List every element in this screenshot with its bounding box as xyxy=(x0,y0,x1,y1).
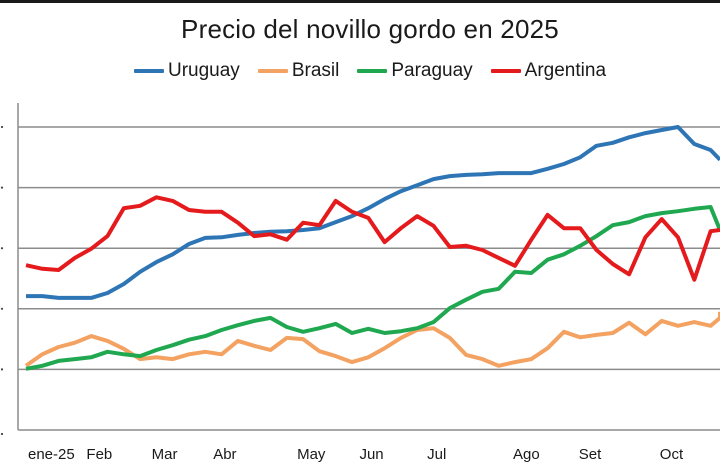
y-tick-label-fragment xyxy=(0,432,4,436)
x-tick-label: Abr xyxy=(213,446,236,463)
x-tick-label: Set xyxy=(579,446,602,463)
series-brasil xyxy=(24,311,720,368)
series-line-uruguay xyxy=(26,125,720,300)
chart-title: Precio del novillo gordo en 2025 xyxy=(181,14,559,44)
legend-label: Paraguay xyxy=(391,60,473,81)
x-tick-label: Ago xyxy=(513,446,540,463)
series-line-paraguay xyxy=(25,205,720,371)
x-tick-label: Oct xyxy=(660,446,684,463)
y-tick-label-fragment xyxy=(0,247,4,250)
x-tick-label: Jun xyxy=(359,446,383,463)
x-tick-label: Mar xyxy=(152,446,178,463)
top-border-line xyxy=(0,0,720,3)
legend-label: Brasil xyxy=(291,60,340,81)
chart-legend: Uruguay Brasil Paraguay Argentina xyxy=(0,60,720,82)
series-paraguay xyxy=(25,205,720,371)
x-tick-label: ene-25 xyxy=(28,446,75,463)
y-tick-label-fragment xyxy=(0,307,4,310)
x-tick-label: May xyxy=(297,446,326,463)
y-tick-label-fragment xyxy=(0,368,4,371)
x-tick-label: Feb xyxy=(86,446,112,463)
series-argentina xyxy=(25,195,720,282)
legend-item-argentina: Argentina xyxy=(490,60,607,82)
y-tick-label-fragment xyxy=(0,186,4,189)
legend-swatch-argentina xyxy=(490,69,521,73)
legend-swatch-uruguay xyxy=(133,69,164,73)
series-line-brasil xyxy=(24,311,720,368)
legend-item-uruguay: Uruguay xyxy=(133,60,240,82)
legend-item-paraguay: Paraguay xyxy=(357,60,473,82)
series-uruguay xyxy=(25,125,720,300)
legend-label: Argentina xyxy=(524,60,607,81)
y-tick-label-fragment xyxy=(0,125,4,129)
series-line-argentina xyxy=(25,195,720,282)
x-tick-label: Jul xyxy=(427,446,446,463)
legend-label: Uruguay xyxy=(167,60,240,81)
legend-swatch-paraguay xyxy=(357,69,388,73)
legend-swatch-brasil xyxy=(257,69,288,73)
legend-item-brasil: Brasil xyxy=(257,60,340,82)
